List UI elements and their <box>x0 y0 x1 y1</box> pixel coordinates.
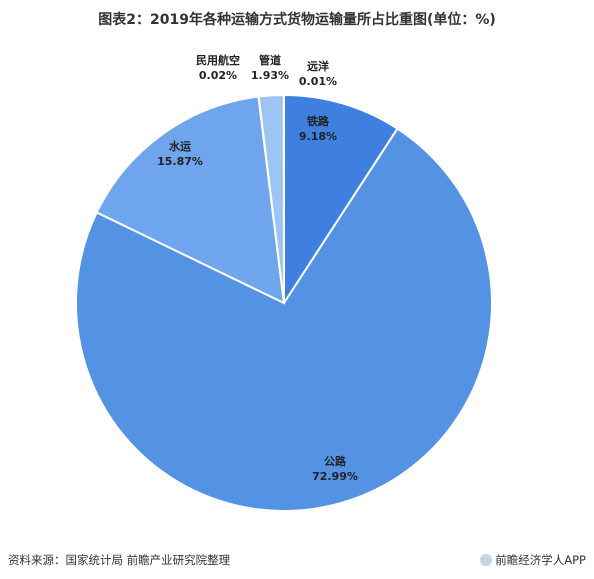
brand-logo-icon <box>480 554 493 566</box>
pie-labels: 铁路 9.18% 公路 72.99% 水运 15.87% 民用航空 0.02% 管道 1.93% 远… <box>157 53 358 483</box>
brand-footer: 前瞻经济学人APP <box>480 552 586 568</box>
slice-label-name: 水运 <box>169 139 191 153</box>
slice-label-value: 0.02% <box>199 69 237 82</box>
slice-label-name: 铁路 <box>307 114 330 128</box>
pie-slice-0 <box>283 93 399 307</box>
chart-title: 图表2：2019年各种运输方式货物运输量所占比重图(单位：%) <box>98 12 496 28</box>
slice-label-value: 15.87% <box>157 155 203 168</box>
slice-label-value: 1.93% <box>251 69 289 82</box>
pie-slices <box>75 93 493 512</box>
pie-slice-1 <box>75 127 493 512</box>
slice-label-name: 民用航空 <box>196 53 240 67</box>
slice-label-value: 0.01% <box>299 75 337 88</box>
slice-label-name: 管道 <box>259 53 281 67</box>
slice-label-name: 公路 <box>324 454 347 468</box>
slice-label-name: 远洋 <box>307 59 329 73</box>
brand-name: 前瞻经济学人APP <box>495 553 586 567</box>
slice-label-value: 9.18% <box>299 130 337 143</box>
source-note: 资料来源：国家统计局 前瞻产业研究院整理 <box>8 553 231 567</box>
slice-label-value: 72.99% <box>312 470 358 483</box>
pie-slice-2 <box>95 95 286 305</box>
